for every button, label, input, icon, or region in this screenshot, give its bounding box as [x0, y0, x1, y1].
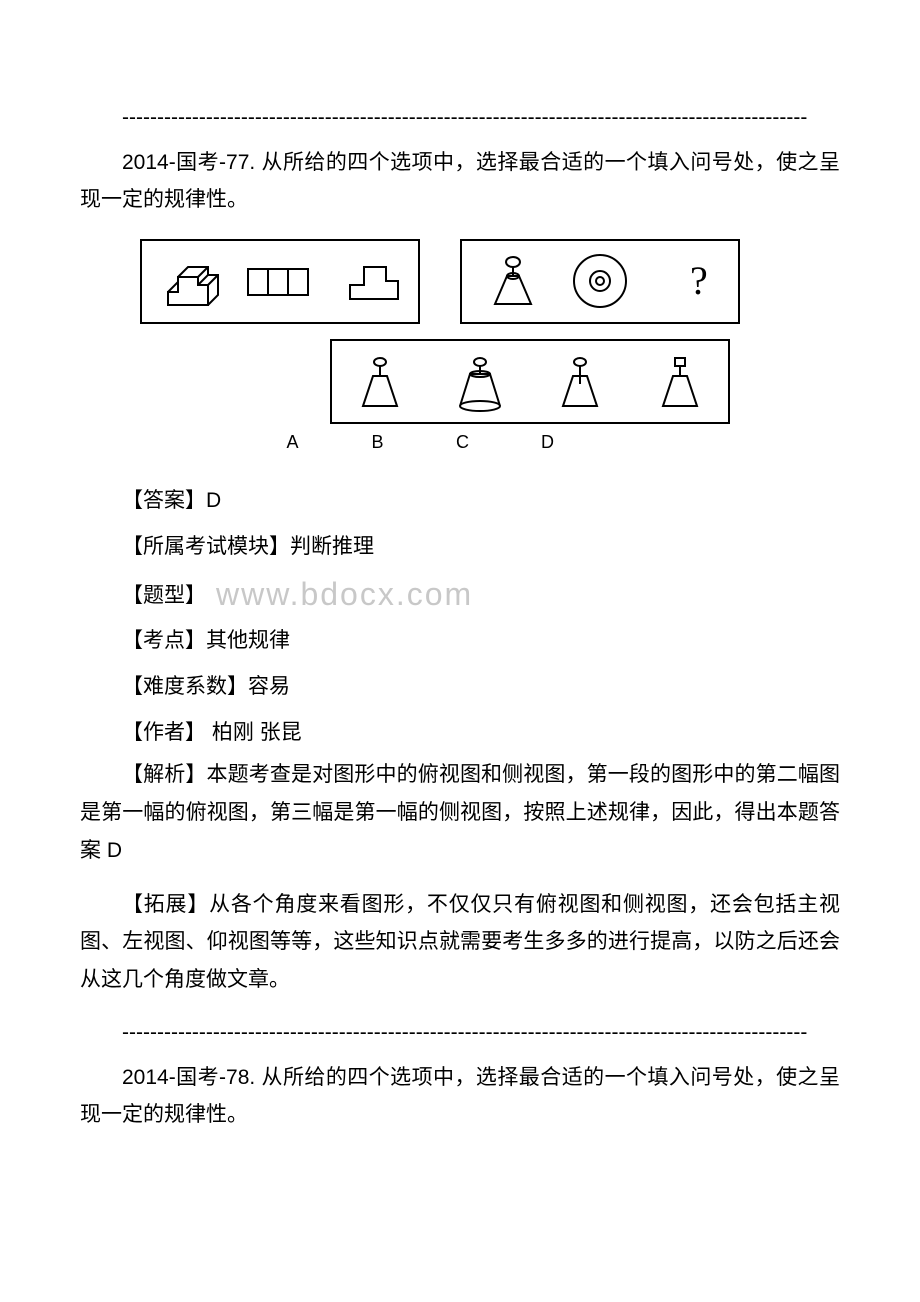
option-labels-row: A B C D — [220, 432, 620, 453]
type-label: 【题型】 — [80, 579, 206, 609]
option-c-label: C — [423, 432, 503, 453]
divider-bottom: ----------------------------------------… — [80, 1015, 840, 1051]
author-label: 【作者】 柏刚 张昆 — [80, 710, 840, 756]
analysis-text: 【解析】本题考查是对图形中的俯视图和侧视图，第一段的图形中的第二幅图是第一幅的俯… — [80, 756, 840, 869]
stem-box-2: ? — [460, 239, 740, 324]
question-78-header: 2014-国考-78. 从所给的四个选项中，选择最合适的一个填入问号处，使之呈现… — [80, 1059, 840, 1135]
extension-text: 【拓展】从各个角度来看图形，不仅仅只有俯视图和侧视图，还会包括主视图、左视图、仰… — [80, 886, 840, 999]
type-line: 【题型】 www.bdocx.com — [80, 576, 840, 613]
module-label: 【所属考试模块】判断推理 — [80, 524, 840, 570]
option-a-label: A — [253, 432, 333, 453]
point-label: 【考点】其他规律 — [80, 618, 840, 664]
option-b-label: B — [338, 432, 418, 453]
question-77-header: 2014-国考-77. 从所给的四个选项中，选择最合适的一个填入问号处，使之呈现… — [80, 144, 840, 220]
option-row — [220, 339, 840, 424]
answer-label: 【答案】D — [80, 478, 840, 524]
options-box — [330, 339, 730, 424]
answer-section: 【答案】D 【所属考试模块】判断推理 【题型】 www.bdocx.com 【考… — [80, 478, 840, 756]
question-77-figure: ? — [140, 239, 840, 453]
difficulty-label: 【难度系数】容易 — [80, 664, 840, 710]
stem-box-1 — [140, 239, 420, 324]
watermark: www.bdocx.com — [216, 576, 473, 613]
divider-top: ----------------------------------------… — [80, 100, 840, 136]
svg-text:?: ? — [690, 258, 708, 303]
option-d-label: D — [508, 432, 588, 453]
question-stem-row: ? — [140, 239, 840, 324]
